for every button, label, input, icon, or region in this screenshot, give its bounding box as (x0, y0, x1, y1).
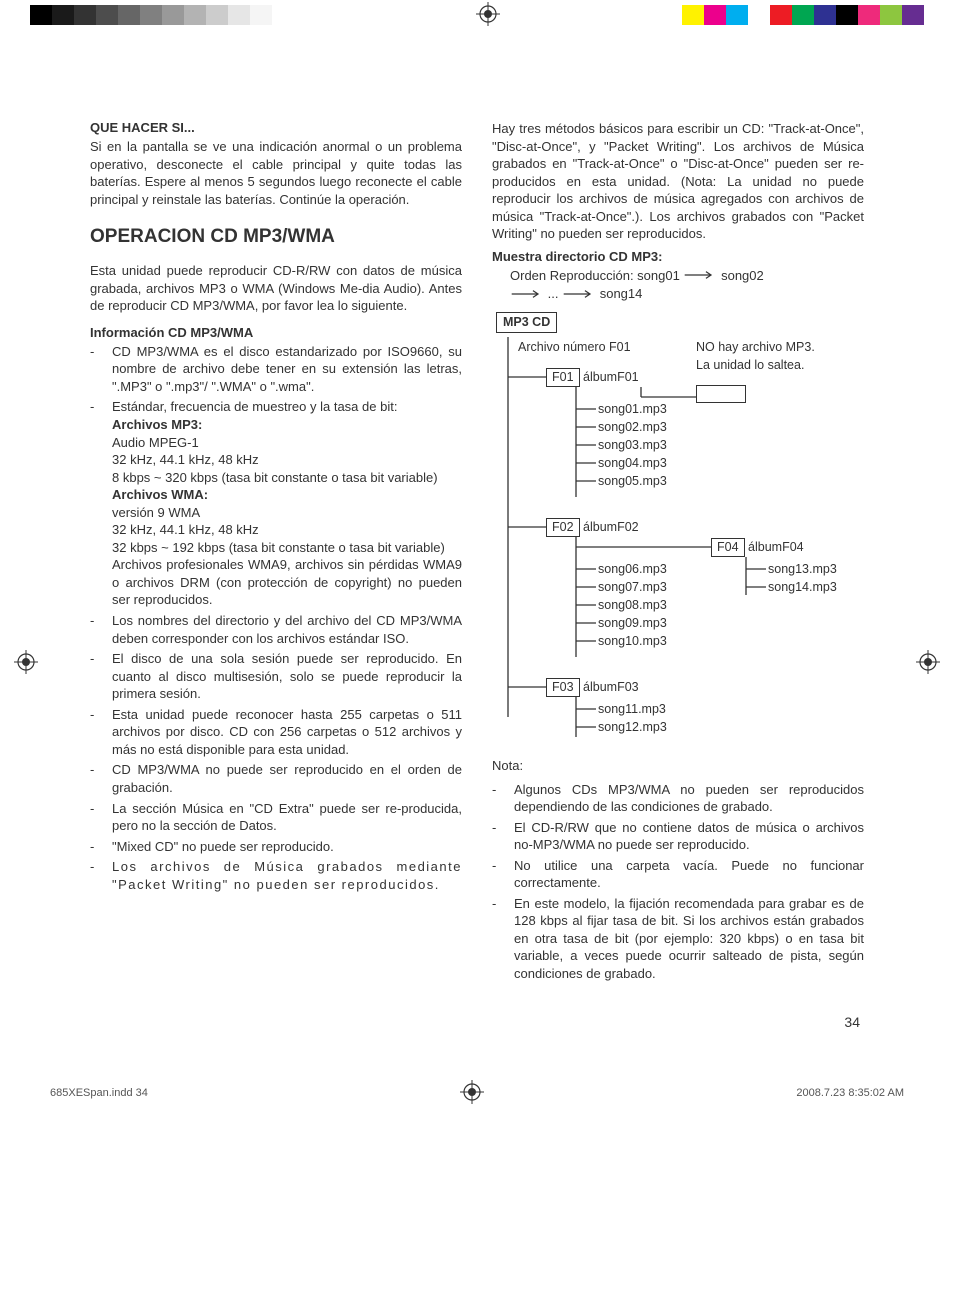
folder-f02: F02 (546, 518, 580, 537)
folder-f01: F01 (546, 368, 580, 387)
mp3-cd-diagram: MP3 CD (492, 312, 864, 857)
troubleshoot-body: Si en la pantalla se ve una indicación a… (90, 138, 462, 208)
main-heading: OPERACION CD MP3/WMA (90, 226, 462, 248)
color-calibration-strip (682, 5, 924, 25)
song-label: song08.mp3 (598, 597, 667, 614)
info-item: El disco de una sola sesión puede ser re… (90, 650, 462, 703)
info-item: Estándar, frecuencia de muestreo y la ta… (90, 398, 462, 609)
intro-paragraph: Esta unidad puede reproducir CD-R/RW con… (90, 262, 462, 315)
song-label: song13.mp3 (768, 561, 837, 578)
song-label: song01.mp3 (598, 401, 667, 418)
page-number: 34 (90, 1014, 864, 1030)
right-column: Hay tres métodos básicos para escribir u… (492, 120, 864, 986)
info-list: CD MP3/WMA es el disco estandarizado por… (90, 343, 462, 893)
no-mp3-label-2: La unidad lo saltea. (696, 357, 804, 374)
play-order-line: Orden Reproducción: song01 song02 ... so… (492, 267, 864, 304)
song-label: song10.mp3 (598, 633, 667, 650)
arrow-icon (510, 286, 544, 304)
song-label: song09.mp3 (598, 615, 667, 632)
methods-paragraph: Hay tres métodos básicos para escribir u… (492, 120, 864, 243)
file-number-label: Archivo número F01 (518, 339, 631, 356)
footer-timestamp: 2008.7.23 8:35:02 AM (796, 1087, 904, 1099)
song-label: song05.mp3 (598, 473, 667, 490)
arrow-icon (562, 286, 596, 304)
mp3-spec-title: Archivos MP3: (112, 417, 202, 432)
wma-spec-title: Archivos WMA: (112, 487, 208, 502)
gray-calibration-strip (30, 5, 294, 25)
footer-file: 685XESpan.indd 34 (50, 1087, 148, 1099)
left-column: QUE HACER SI... Si en la pantalla se ve … (90, 120, 462, 986)
info-item: Los nombres del directorio y del archivo… (90, 612, 462, 647)
info-heading: Información CD MP3/WMA (90, 325, 462, 340)
song-label: song02.mp3 (598, 419, 667, 436)
folder-f03: F03 (546, 678, 580, 697)
directory-heading: Muestra directorio CD MP3: (492, 249, 864, 264)
info-item: CD MP3/WMA no puede ser reproducido en e… (90, 761, 462, 796)
registration-mark-icon (460, 1080, 484, 1107)
print-footer: 685XESpan.indd 34 2008.7.23 8:35:02 AM (0, 1070, 954, 1117)
document-page: QUE HACER SI... Si en la pantalla se ve … (0, 30, 954, 1070)
empty-file-box (696, 385, 746, 403)
nota-item: En este modelo, la fijación recomendada … (492, 895, 864, 983)
song-label: song06.mp3 (598, 561, 667, 578)
diagram-lines (496, 337, 876, 857)
info-item: Los archivos de Música grabados mediante… (90, 858, 462, 893)
no-mp3-label-1: NO hay archivo MP3. (696, 339, 815, 356)
song-label: song12.mp3 (598, 719, 667, 736)
printer-marks-top (0, 0, 954, 30)
song-label: song03.mp3 (598, 437, 667, 454)
troubleshoot-heading: QUE HACER SI... (90, 120, 462, 135)
song-label: song04.mp3 (598, 455, 667, 472)
info-item: CD MP3/WMA es el disco estandarizado por… (90, 343, 462, 396)
diagram-root: MP3 CD (496, 312, 557, 333)
song-label: song11.mp3 (598, 701, 666, 718)
registration-mark-icon (476, 2, 500, 29)
info-item: La sección Música en "CD Extra" puede se… (90, 800, 462, 835)
info-item: Esta unidad puede reconocer hasta 255 ca… (90, 706, 462, 759)
arrow-icon (683, 267, 717, 285)
song-label: song07.mp3 (598, 579, 667, 596)
folder-f04: F04 (711, 538, 745, 557)
song-label: song14.mp3 (768, 579, 837, 596)
nota-item: No utilice una carpeta vacía. Puede no f… (492, 857, 864, 892)
info-item: "Mixed CD" no puede ser reproducido. (90, 838, 462, 856)
